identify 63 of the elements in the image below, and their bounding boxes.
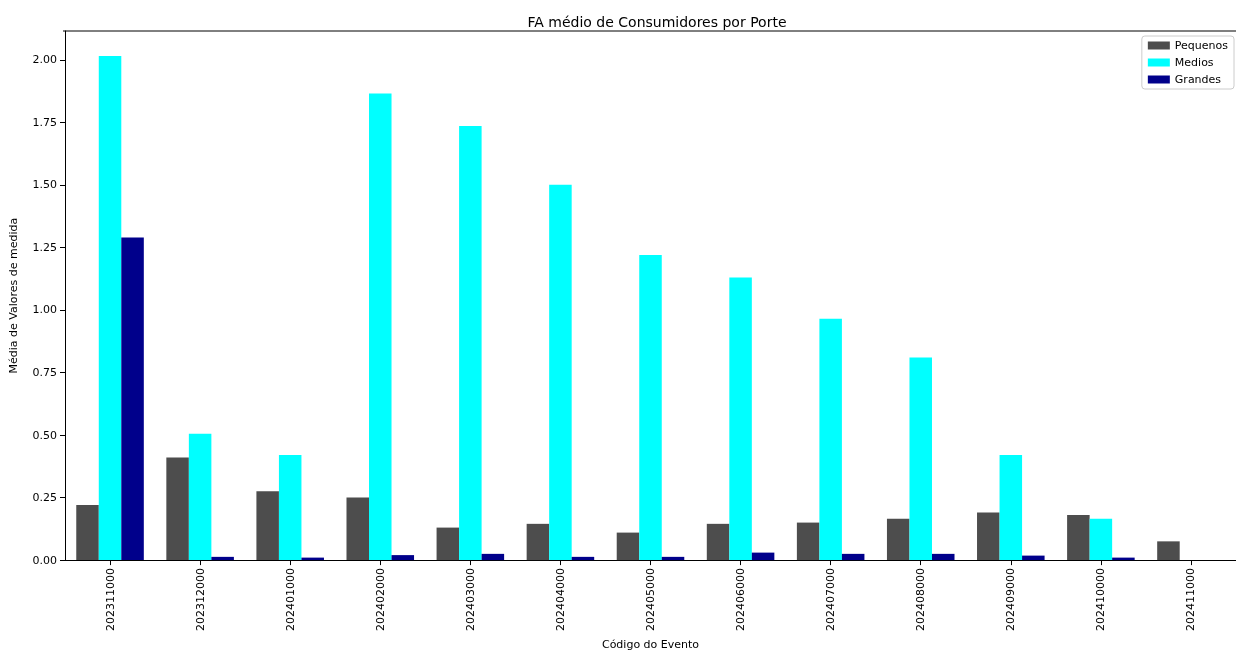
- bar: [841, 553, 865, 561]
- chart-title: FA médio de Consumidores por Porte: [527, 14, 787, 30]
- bar: [639, 254, 662, 561]
- bar: [166, 457, 189, 561]
- x-tick-label: 202405000: [644, 568, 657, 632]
- legend-label: Grandes: [1174, 73, 1222, 86]
- bar: [909, 357, 932, 561]
- legend-label: Pequenos: [1174, 39, 1229, 52]
- bar: [459, 126, 482, 561]
- bar: [481, 553, 505, 561]
- bar: [819, 318, 842, 561]
- y-tick-label: 2.00: [32, 53, 57, 67]
- bar: [211, 556, 234, 561]
- x-tick-label: 202408000: [914, 568, 928, 632]
- bar: [931, 553, 955, 561]
- x-tick-label: 202404000: [553, 568, 567, 632]
- y-tick-label: 1.75: [32, 115, 57, 129]
- bar: [751, 552, 775, 561]
- bar: [391, 555, 415, 561]
- bar: [98, 56, 122, 561]
- bar: [1157, 541, 1180, 561]
- x-tick-label: 202401000: [283, 568, 297, 632]
- bar: [1067, 515, 1090, 561]
- y-tick-label: 1.00: [32, 303, 57, 317]
- y-tick-label: 0.00: [32, 553, 57, 567]
- y-tick-label: 1.50: [32, 178, 57, 192]
- x-tick-label: 202409000: [1004, 568, 1018, 632]
- y-tick-label: 0.75: [32, 365, 57, 379]
- x-tick-label: 202411000: [1184, 568, 1198, 632]
- bar: [346, 497, 370, 561]
- bar: [436, 527, 460, 561]
- bar: [796, 522, 820, 561]
- bar: [706, 523, 730, 561]
- x-tick-label: 202312000: [193, 568, 207, 632]
- bar: [729, 277, 752, 561]
- bar: [999, 455, 1023, 561]
- bar: [188, 433, 212, 561]
- bar: [278, 455, 302, 561]
- legend-label: Medios: [1174, 56, 1214, 69]
- x-tick-label: 202403000: [463, 568, 477, 632]
- x-tick-label: 202406000: [734, 568, 748, 632]
- x-tick-label: 202311000: [103, 568, 117, 632]
- bar: [977, 512, 1000, 561]
- bar: [616, 532, 640, 561]
- x-tick-label: 202402000: [373, 568, 387, 632]
- x-tick-label: 202410000: [1094, 568, 1108, 632]
- bar: [121, 237, 144, 561]
- bar: [1022, 555, 1045, 561]
- bar: [369, 93, 392, 561]
- x-axis-title: Código do Evento: [601, 638, 700, 651]
- bar: [571, 556, 595, 561]
- bar: [886, 518, 910, 561]
- x-tick-label: 202407000: [824, 568, 838, 632]
- bar: [1089, 518, 1113, 561]
- bar: [526, 523, 550, 561]
- bar: [256, 491, 279, 561]
- y-tick-label: 1.25: [32, 240, 57, 254]
- y-axis-title: Média de Valores de medida: [7, 217, 20, 374]
- y-tick-label: 0.25: [32, 491, 57, 505]
- bar: [661, 556, 685, 561]
- y-tick-label: 0.50: [32, 428, 57, 442]
- bar: [76, 505, 99, 561]
- bar: [549, 184, 572, 561]
